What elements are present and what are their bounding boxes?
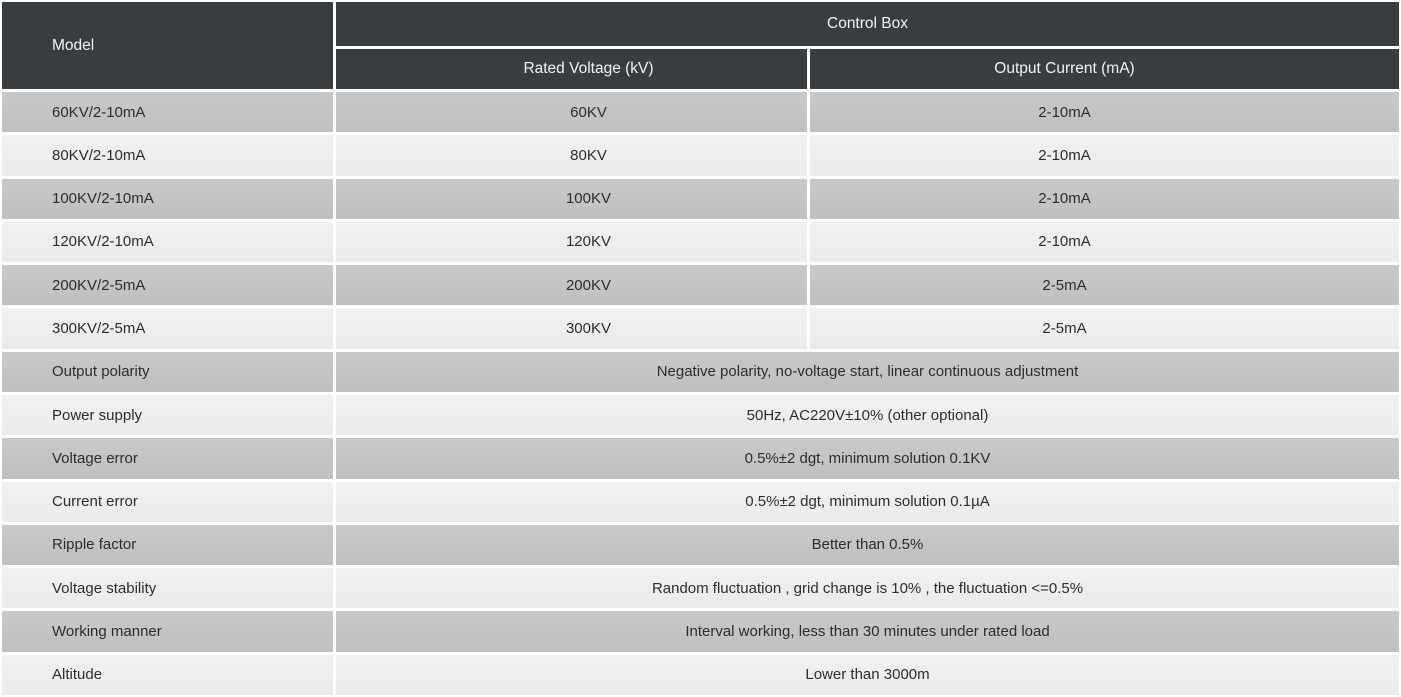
- spec-value: Interval working, less than 30 minutes u…: [336, 611, 1399, 652]
- header-rated-voltage: Rated Voltage (kV): [336, 49, 807, 89]
- spec-value: 0.5%±2 dgt, minimum solution 0.1KV: [336, 438, 1399, 479]
- rated-voltage: 80KV: [336, 135, 807, 176]
- spec-value: Random fluctuation , grid change is 10% …: [336, 568, 1399, 609]
- output-current: 2-10mA: [810, 221, 1399, 263]
- spec-label: Power supply: [2, 394, 333, 436]
- spec-label: Voltage stability: [2, 568, 333, 609]
- rated-voltage: 60KV: [336, 92, 807, 133]
- rated-voltage: 300KV: [336, 308, 807, 349]
- spec-label: Ripple factor: [2, 524, 333, 566]
- model-name: 300KV/2-5mA: [2, 308, 333, 349]
- spec-label: Voltage error: [2, 438, 333, 479]
- output-current: 2-5mA: [810, 265, 1399, 306]
- spec-value: Negative polarity, no-voltage start, lin…: [336, 351, 1399, 392]
- model-name: 100KV/2-10mA: [2, 178, 333, 219]
- rated-voltage: 100KV: [336, 178, 807, 219]
- header-model: Model: [2, 2, 333, 89]
- model-name: 200KV/2-5mA: [2, 265, 333, 306]
- spec-label: Output polarity: [2, 351, 333, 392]
- output-current: 2-10mA: [810, 135, 1399, 176]
- spec-value: 50Hz, AC220V±10% (other optional): [336, 394, 1399, 436]
- model-name: 120KV/2-10mA: [2, 221, 333, 263]
- spec-value: 0.5%±2 dgt, minimum solution 0.1µA: [336, 481, 1399, 522]
- output-current: 2-5mA: [810, 308, 1399, 349]
- spec-label: Altitude: [2, 654, 333, 695]
- spec-label: Working manner: [2, 611, 333, 652]
- rated-voltage: 200KV: [336, 265, 807, 306]
- model-name: 60KV/2-10mA: [2, 92, 333, 133]
- output-current: 2-10mA: [810, 178, 1399, 219]
- spec-label: Current error: [2, 481, 333, 522]
- header-control-box: Control Box: [336, 2, 1399, 46]
- rated-voltage: 120KV: [336, 221, 807, 263]
- header-output-current: Output Current (mA): [810, 49, 1399, 89]
- spec-value: Better than 0.5%: [336, 524, 1399, 566]
- spec-value: Lower than 3000m: [336, 654, 1399, 695]
- output-current: 2-10mA: [810, 92, 1399, 133]
- model-name: 80KV/2-10mA: [2, 135, 333, 176]
